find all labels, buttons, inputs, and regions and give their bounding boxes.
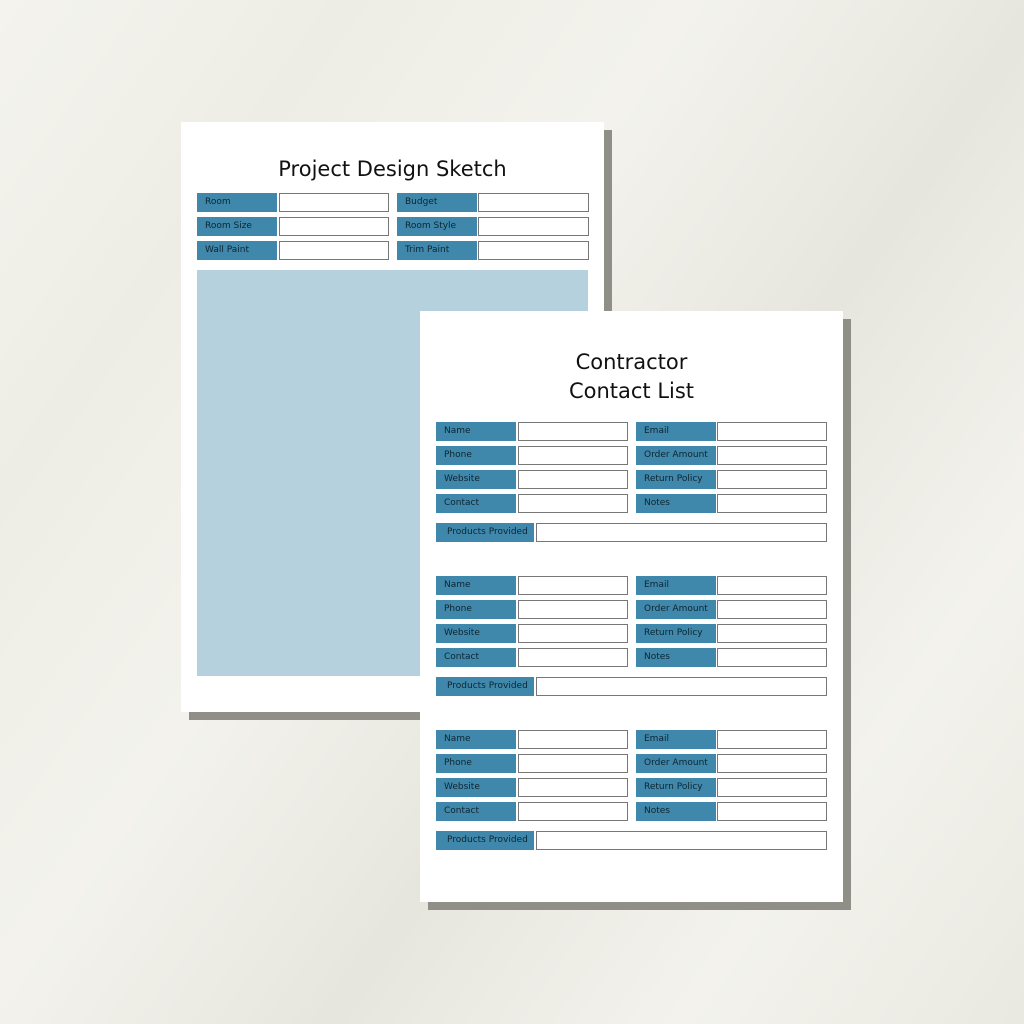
field-input[interactable] bbox=[518, 576, 628, 595]
field-input[interactable] bbox=[518, 624, 628, 643]
products-label: Products Provided bbox=[436, 523, 534, 542]
field-input[interactable] bbox=[279, 241, 389, 260]
field-input[interactable] bbox=[717, 754, 827, 773]
field-label: Name bbox=[436, 730, 516, 749]
field-label: Return Policy bbox=[636, 778, 716, 797]
field-input[interactable] bbox=[518, 494, 628, 513]
field-input[interactable] bbox=[717, 446, 827, 465]
field-label: Website bbox=[436, 624, 516, 643]
field-label: Website bbox=[436, 778, 516, 797]
products-input[interactable] bbox=[536, 677, 827, 696]
field-input[interactable] bbox=[518, 754, 628, 773]
field-label: Room Size bbox=[197, 217, 277, 236]
field-label: Order Amount bbox=[636, 754, 716, 773]
field-input[interactable] bbox=[518, 730, 628, 749]
field-input[interactable] bbox=[717, 422, 827, 441]
field-input[interactable] bbox=[717, 778, 827, 797]
products-input[interactable] bbox=[536, 831, 827, 850]
field-input[interactable] bbox=[717, 494, 827, 513]
field-label: Website bbox=[436, 470, 516, 489]
field-label: Room bbox=[197, 193, 277, 212]
field-label: Return Policy bbox=[636, 470, 716, 489]
products-input[interactable] bbox=[536, 523, 827, 542]
field-label: Room Style bbox=[397, 217, 477, 236]
field-label: Contact bbox=[436, 494, 516, 513]
field-label: Email bbox=[636, 730, 716, 749]
field-input[interactable] bbox=[518, 446, 628, 465]
contact-list-page: Contractor Contact List Name Email Phone Or… bbox=[420, 311, 843, 902]
field-label: Email bbox=[636, 422, 716, 441]
products-label: Products Provided bbox=[436, 831, 534, 850]
field-label: Contact bbox=[436, 648, 516, 667]
page-title-line1: Contractor bbox=[575, 350, 688, 374]
field-label: Notes bbox=[636, 648, 716, 667]
field-input[interactable] bbox=[518, 802, 628, 821]
field-input[interactable] bbox=[717, 730, 827, 749]
products-label: Products Provided bbox=[436, 677, 534, 696]
field-input[interactable] bbox=[478, 241, 589, 260]
field-input[interactable] bbox=[279, 217, 389, 236]
field-label: Notes bbox=[636, 802, 716, 821]
field-input[interactable] bbox=[717, 576, 827, 595]
field-input[interactable] bbox=[518, 600, 628, 619]
field-input[interactable] bbox=[717, 648, 827, 667]
field-input[interactable] bbox=[478, 217, 589, 236]
field-label: Phone bbox=[436, 446, 516, 465]
field-label: Name bbox=[436, 576, 516, 595]
page-title: Project Design Sketch bbox=[278, 157, 507, 181]
field-input[interactable] bbox=[717, 624, 827, 643]
field-label: Budget bbox=[397, 193, 477, 212]
field-label: Order Amount bbox=[636, 446, 716, 465]
field-input[interactable] bbox=[279, 193, 389, 212]
field-label: Return Policy bbox=[636, 624, 716, 643]
page-title-line2: Contact List bbox=[568, 379, 695, 403]
field-label: Contact bbox=[436, 802, 516, 821]
field-input[interactable] bbox=[518, 422, 628, 441]
field-label: Wall Paint bbox=[197, 241, 277, 260]
field-input[interactable] bbox=[478, 193, 589, 212]
field-input[interactable] bbox=[518, 648, 628, 667]
field-input[interactable] bbox=[518, 778, 628, 797]
field-input[interactable] bbox=[717, 470, 827, 489]
field-input[interactable] bbox=[717, 600, 827, 619]
field-label: Phone bbox=[436, 754, 516, 773]
field-label: Trim Paint bbox=[397, 241, 477, 260]
field-input[interactable] bbox=[717, 802, 827, 821]
field-label: Order Amount bbox=[636, 600, 716, 619]
field-label: Name bbox=[436, 422, 516, 441]
field-label: Notes bbox=[636, 494, 716, 513]
field-input[interactable] bbox=[518, 470, 628, 489]
field-label: Phone bbox=[436, 600, 516, 619]
field-label: Email bbox=[636, 576, 716, 595]
